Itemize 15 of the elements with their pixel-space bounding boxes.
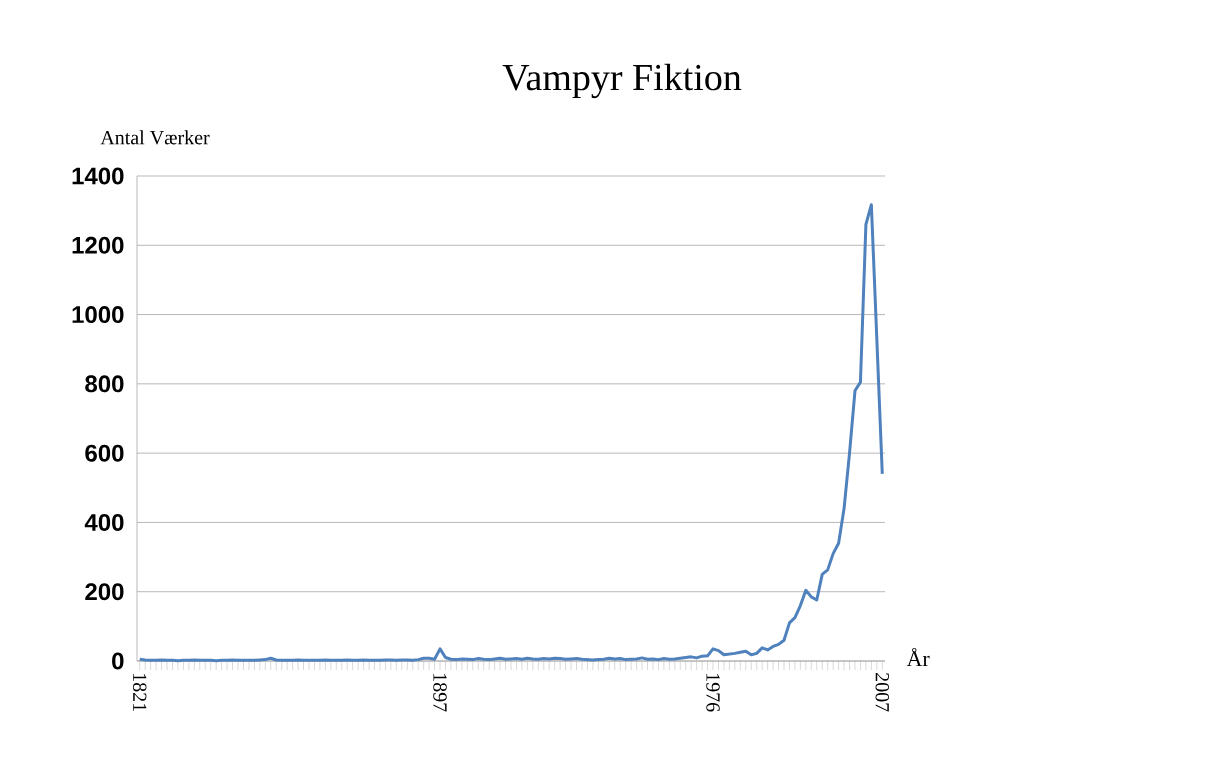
y-tick-label: 0: [112, 652, 124, 670]
y-axis-title: Antal Værker: [100, 130, 210, 145]
x-axis-title: År: [906, 647, 930, 667]
y-tick-label: 400: [84, 513, 124, 531]
y-tick-label: 600: [85, 444, 124, 462]
y-tick-label: 1200: [72, 236, 124, 254]
y-tick-label: 200: [85, 583, 124, 601]
x-tick-label: 1821: [132, 673, 147, 711]
y-tick-label: 800: [85, 375, 124, 393]
x-tick-label: 2007: [875, 673, 890, 712]
y-tick-label: 1400: [72, 167, 124, 185]
y-tick-label: 1000: [72, 306, 124, 324]
chart-title: Vampyr Fiktion: [502, 63, 742, 99]
x-tick-label: 1976: [706, 673, 720, 712]
x-tick-label: 1897: [433, 673, 447, 712]
